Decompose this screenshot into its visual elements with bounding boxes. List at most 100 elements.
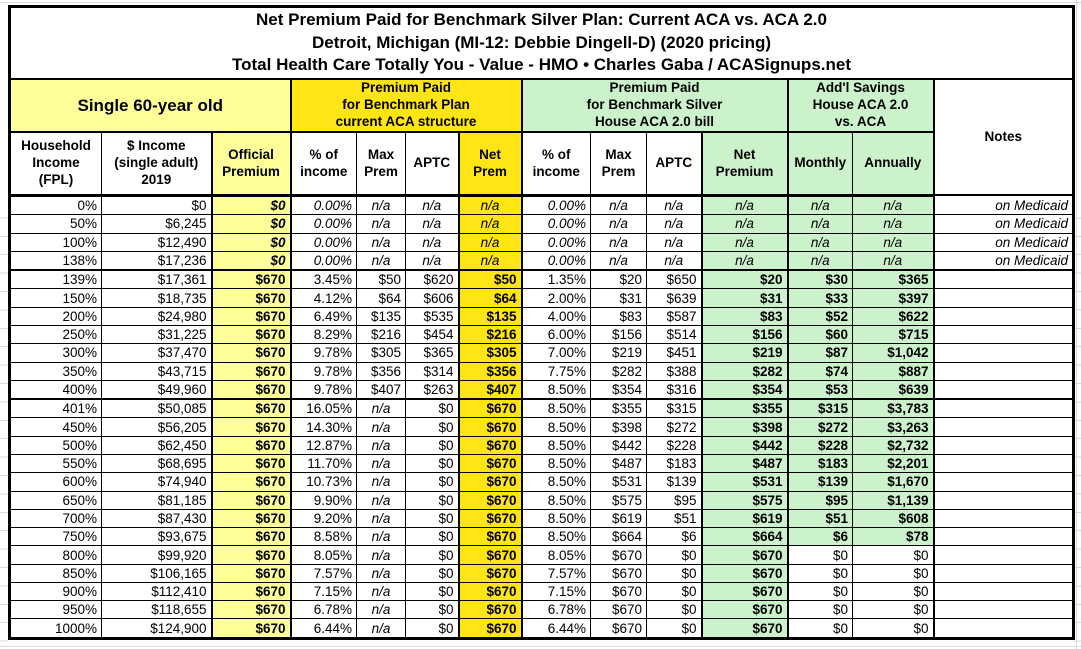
cell-h_net[interactable]: $282	[700, 361, 789, 381]
cell-c_aptc[interactable]: $365	[405, 343, 459, 363]
cell-sav_yr[interactable]: $639	[852, 379, 935, 400]
cell-sav_yr[interactable]: $0	[852, 600, 935, 620]
cell-sav_yr[interactable]: $1,670	[852, 472, 935, 492]
cell-c_max[interactable]: n/a	[356, 250, 406, 271]
column-header-aca2-net-premium[interactable]: Net Premium	[700, 131, 789, 197]
cell-h_net[interactable]: $442	[700, 435, 789, 455]
cell-income[interactable]: $37,470	[101, 343, 212, 363]
cell-h_aptc[interactable]: $587	[646, 306, 702, 326]
group-header-current-aca[interactable]: Premium Paid for Benchmark Plan current …	[290, 78, 523, 134]
cell-sav_yr[interactable]: $887	[852, 361, 935, 381]
cell-h_net[interactable]: n/a	[700, 250, 789, 271]
cell-h_net[interactable]: $487	[700, 453, 789, 474]
cell-sav_mo[interactable]: n/a	[787, 194, 853, 216]
cell-sav_mo[interactable]: $74	[787, 361, 853, 381]
cell-h_aptc[interactable]: $639	[646, 288, 702, 308]
cell-note[interactable]	[933, 379, 1074, 400]
cell-sav_mo[interactable]: $6	[787, 527, 853, 547]
cell-c_max[interactable]: $216	[356, 324, 406, 345]
cell-sav_mo[interactable]: $0	[787, 563, 853, 583]
cell-h_pct[interactable]: 0.00%	[521, 214, 591, 234]
cell-h_max[interactable]: $156	[590, 324, 647, 345]
cell-c_pct[interactable]: 10.73%	[290, 472, 357, 492]
cell-c_aptc[interactable]: $0	[405, 508, 459, 529]
cell-note[interactable]	[933, 472, 1074, 492]
cell-sav_mo[interactable]: $30	[787, 269, 853, 290]
cell-h_max[interactable]: $282	[590, 361, 647, 381]
column-header-official-premium[interactable]: Official Premium	[210, 131, 292, 197]
cell-h_max[interactable]: n/a	[590, 232, 647, 252]
cell-h_aptc[interactable]: $51	[646, 508, 702, 529]
cell-fpl[interactable]: 450%	[9, 417, 102, 437]
cell-h_net[interactable]: $664	[700, 527, 789, 547]
cell-note[interactable]	[933, 581, 1074, 602]
cell-official[interactable]: $670	[210, 435, 292, 455]
cell-c_pct[interactable]: 9.78%	[290, 343, 357, 363]
cell-h_pct[interactable]: 6.00%	[521, 324, 591, 345]
cell-c_max[interactable]: n/a	[356, 398, 406, 419]
cell-h_pct[interactable]: 8.50%	[521, 398, 591, 419]
cell-c_pct[interactable]: 0.00%	[290, 250, 357, 271]
cell-c_aptc[interactable]: $0	[405, 563, 459, 583]
cell-c_aptc[interactable]: $0	[405, 398, 459, 419]
cell-fpl[interactable]: 600%	[9, 472, 102, 492]
cell-note[interactable]	[933, 361, 1074, 381]
cell-c_net[interactable]: $216	[457, 324, 523, 345]
cell-official[interactable]: $670	[210, 545, 292, 565]
cell-h_net[interactable]: $670	[700, 563, 789, 583]
cell-h_pct[interactable]: 4.00%	[521, 306, 591, 326]
cell-c_pct[interactable]: 11.70%	[290, 453, 357, 474]
cell-sav_mo[interactable]: n/a	[787, 214, 853, 234]
column-header-aca2-pct-income[interactable]: % of income	[521, 131, 591, 197]
cell-sav_yr[interactable]: n/a	[852, 250, 935, 271]
cell-h_pct[interactable]: 6.78%	[521, 600, 591, 620]
cell-income[interactable]: $0	[101, 194, 212, 216]
cell-official[interactable]: $670	[210, 306, 292, 326]
cell-sav_yr[interactable]: $1,042	[852, 343, 935, 363]
cell-official[interactable]: $0	[210, 214, 292, 234]
cell-h_aptc[interactable]: $139	[646, 472, 702, 492]
cell-c_net[interactable]: $670	[457, 508, 523, 529]
cell-c_aptc[interactable]: n/a	[405, 232, 459, 252]
cell-sav_yr[interactable]: n/a	[852, 232, 935, 252]
cell-fpl[interactable]: 138%	[9, 250, 102, 271]
cell-c_pct[interactable]: 4.12%	[290, 288, 357, 308]
cell-h_net[interactable]: $83	[700, 306, 789, 326]
cell-c_net[interactable]: $670	[457, 398, 523, 419]
cell-income[interactable]: $68,695	[101, 453, 212, 474]
cell-income[interactable]: $17,236	[101, 250, 212, 271]
cell-h_max[interactable]: n/a	[590, 194, 647, 216]
cell-fpl[interactable]: 900%	[9, 581, 102, 602]
cell-sav_yr[interactable]: $397	[852, 288, 935, 308]
cell-c_pct[interactable]: 9.20%	[290, 508, 357, 529]
cell-c_aptc[interactable]: $0	[405, 618, 459, 639]
cell-c_net[interactable]: $670	[457, 618, 523, 639]
cell-h_max[interactable]: $670	[590, 600, 647, 620]
cell-c_max[interactable]: n/a	[356, 508, 406, 529]
cell-official[interactable]: $670	[210, 398, 292, 419]
cell-c_pct[interactable]: 8.29%	[290, 324, 357, 345]
cell-c_pct[interactable]: 0.00%	[290, 214, 357, 234]
cell-h_aptc[interactable]: $95	[646, 490, 702, 510]
cell-sav_yr[interactable]: n/a	[852, 214, 935, 234]
cell-h_aptc[interactable]: $0	[646, 600, 702, 620]
cell-fpl[interactable]: 700%	[9, 508, 102, 529]
column-header-savings-monthly[interactable]: Monthly	[787, 131, 853, 197]
cell-note[interactable]	[933, 288, 1074, 308]
cell-h_aptc[interactable]: $388	[646, 361, 702, 381]
cell-note[interactable]	[933, 398, 1074, 419]
cell-h_pct[interactable]: 8.50%	[521, 490, 591, 510]
cell-h_aptc[interactable]: $183	[646, 453, 702, 474]
cell-sav_yr[interactable]: $0	[852, 563, 935, 583]
cell-c_aptc[interactable]: $0	[405, 600, 459, 620]
cell-h_aptc[interactable]: $650	[646, 269, 702, 290]
cell-note[interactable]	[933, 417, 1074, 437]
cell-c_net[interactable]: $305	[457, 343, 523, 363]
cell-fpl[interactable]: 750%	[9, 527, 102, 547]
cell-c_max[interactable]: n/a	[356, 472, 406, 492]
cell-h_max[interactable]: $619	[590, 508, 647, 529]
cell-note[interactable]: on Medicaid	[933, 250, 1074, 271]
cell-sav_mo[interactable]: $95	[787, 490, 853, 510]
cell-sav_mo[interactable]: n/a	[787, 250, 853, 271]
cell-c_net[interactable]: $407	[457, 379, 523, 400]
